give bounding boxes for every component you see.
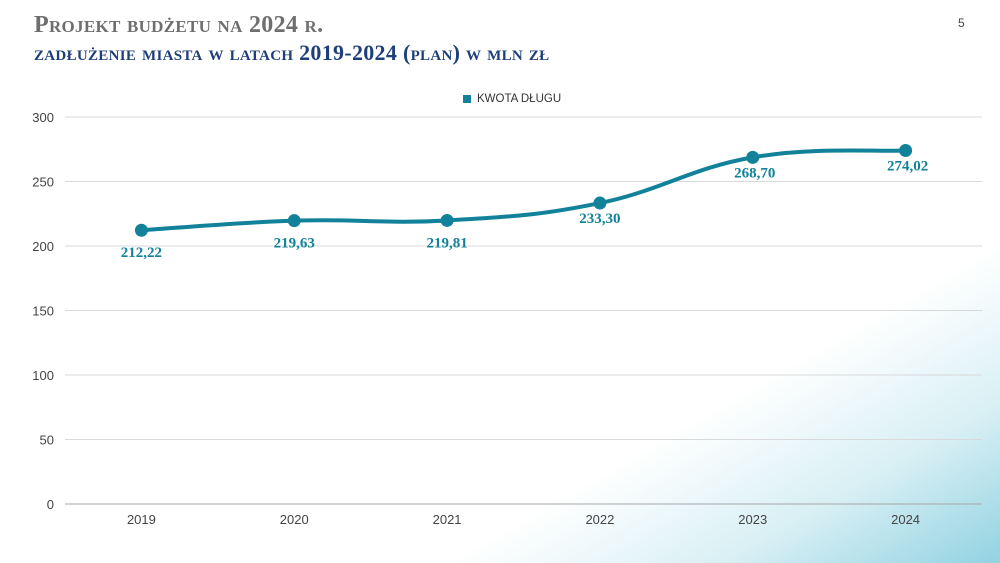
legend-label: KWOTA DŁUGU <box>477 93 562 105</box>
data-point-2022 <box>593 196 607 210</box>
x-tick-label: 2019 <box>127 512 156 527</box>
data-label-2020: 219,63 <box>274 236 315 252</box>
y-tick-label: 150 <box>32 304 54 319</box>
data-label-2022: 233,30 <box>579 211 620 227</box>
x-tick-label: 2024 <box>891 512 920 527</box>
y-axis-ticks: 0 50 100 150 200 250 300 <box>32 110 54 512</box>
series-line-kwota-dlugu <box>139 148 908 233</box>
x-tick-label: 2020 <box>280 512 309 527</box>
data-label-2021: 219,81 <box>426 235 467 251</box>
data-labels: 212,22 219,63 219,81 233,30 268,70 274,02 <box>121 159 928 262</box>
y-tick-label: 200 <box>32 239 54 254</box>
data-label-2023: 268,70 <box>734 165 775 181</box>
chart-subtitle: Zadłużenie miasta w latach 2019-2024 (pl… <box>34 40 550 65</box>
grid-lines <box>65 116 982 505</box>
y-tick-label: 300 <box>32 110 54 125</box>
data-point-2021 <box>440 213 454 227</box>
data-point-2020 <box>287 214 301 228</box>
chart-legend: KWOTA DŁUGU <box>463 93 561 105</box>
data-point-2019 <box>134 223 148 237</box>
x-axis-ticks: 2019 2020 2021 2022 2023 2024 <box>127 512 920 527</box>
y-tick-label: 0 <box>47 497 54 512</box>
data-label-2019: 212,22 <box>121 245 162 261</box>
data-label-2024: 274,02 <box>887 159 928 175</box>
x-tick-label: 2021 <box>433 512 462 527</box>
x-tick-label: 2022 <box>585 512 614 527</box>
data-point-2023 <box>746 150 760 164</box>
y-tick-label: 250 <box>32 175 54 190</box>
y-tick-label: 50 <box>40 433 54 448</box>
legend-swatch <box>463 95 471 103</box>
page-number: 5 <box>958 16 965 30</box>
slide-title: Projekt budżetu na 2024 r. <box>34 12 324 38</box>
y-tick-label: 100 <box>32 368 54 383</box>
x-tick-label: 2023 <box>738 512 767 527</box>
data-point-2024 <box>899 144 913 158</box>
data-points <box>134 144 913 237</box>
